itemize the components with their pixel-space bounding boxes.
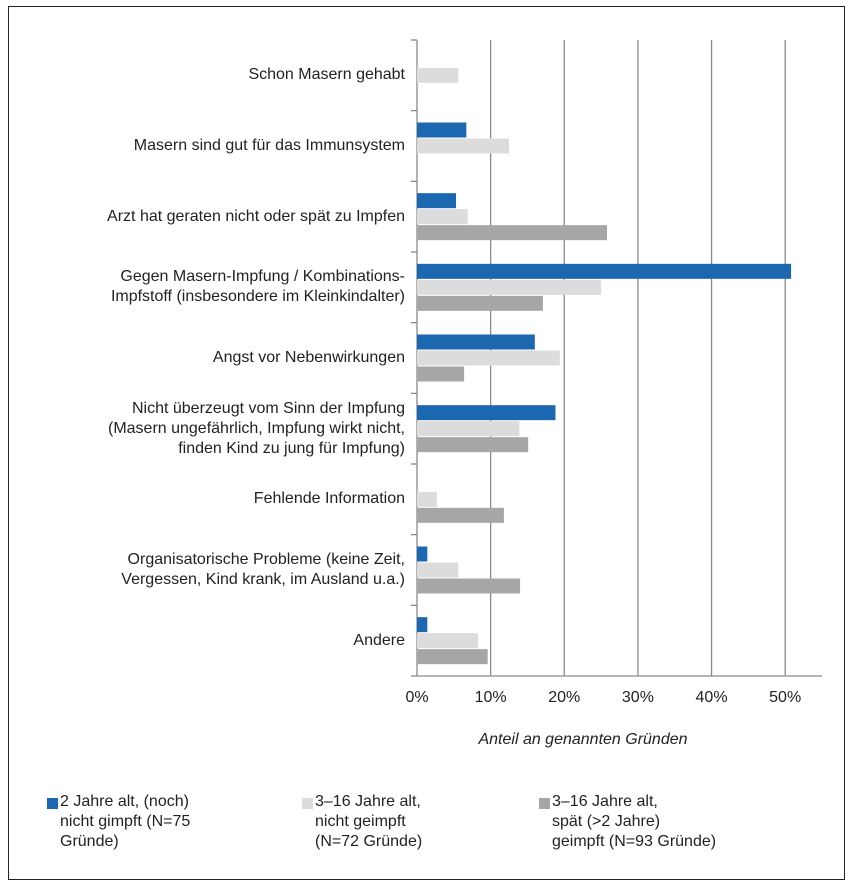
bar — [417, 295, 543, 311]
x-tick-label: 50% — [769, 689, 802, 706]
bar — [417, 507, 504, 523]
bar — [417, 366, 465, 382]
bar — [417, 334, 535, 350]
bar — [417, 562, 459, 578]
bar — [417, 225, 607, 241]
category-label: Arzt hat geraten nicht oder spät zu Impf… — [107, 207, 405, 225]
category-label: Organisatorische Probleme (keine Zeit, V… — [121, 551, 405, 588]
bar — [417, 633, 479, 649]
bar — [417, 193, 457, 209]
x-axis-title: Anteil an genannten Gründen — [478, 731, 688, 748]
category-label: Fehlende Information — [253, 490, 405, 508]
bar — [417, 138, 510, 154]
category-label: Andere — [353, 631, 405, 649]
category-label: Schon Masern gehabt — [248, 66, 405, 84]
legend-label: 3–16 Jahre alt, nicht geimpft (N=72 Grün… — [315, 793, 423, 850]
bar — [417, 279, 602, 295]
bar — [417, 617, 428, 633]
category-label: Angst vor Nebenwirkungen — [212, 349, 405, 366]
legend-swatch — [302, 798, 313, 809]
bar — [417, 350, 560, 366]
x-tick-label: 40% — [695, 689, 728, 706]
bar — [417, 405, 556, 421]
bar — [417, 649, 488, 665]
bar — [417, 209, 468, 225]
bar — [417, 421, 520, 437]
category-label: Masern sind gut für das Immunsystem — [133, 137, 405, 154]
x-tick-label: 10% — [474, 689, 507, 706]
bar — [417, 67, 459, 83]
bar — [417, 491, 437, 507]
bar — [417, 578, 521, 594]
legend-swatch — [47, 798, 58, 809]
bar — [417, 437, 529, 453]
bar — [417, 122, 467, 138]
category-label: Nicht überzeugt vom Sinn der Impfung (Ma… — [107, 399, 405, 457]
category-label: Gegen Masern-Impfung / Kombinations- Imp… — [110, 268, 405, 306]
x-tick-label: 30% — [621, 689, 654, 706]
x-tick-label: 0% — [405, 689, 429, 706]
legend-swatch — [539, 798, 550, 809]
legend-label: 2 Jahre alt, (noch) nicht gimpft (N=75 G… — [60, 793, 191, 850]
legend-label: 3–16 Jahre alt, spät (>2 Jahre) geimpft … — [552, 793, 717, 850]
bar — [417, 546, 428, 562]
x-tick-label: 20% — [548, 689, 581, 706]
bar — [417, 263, 792, 279]
